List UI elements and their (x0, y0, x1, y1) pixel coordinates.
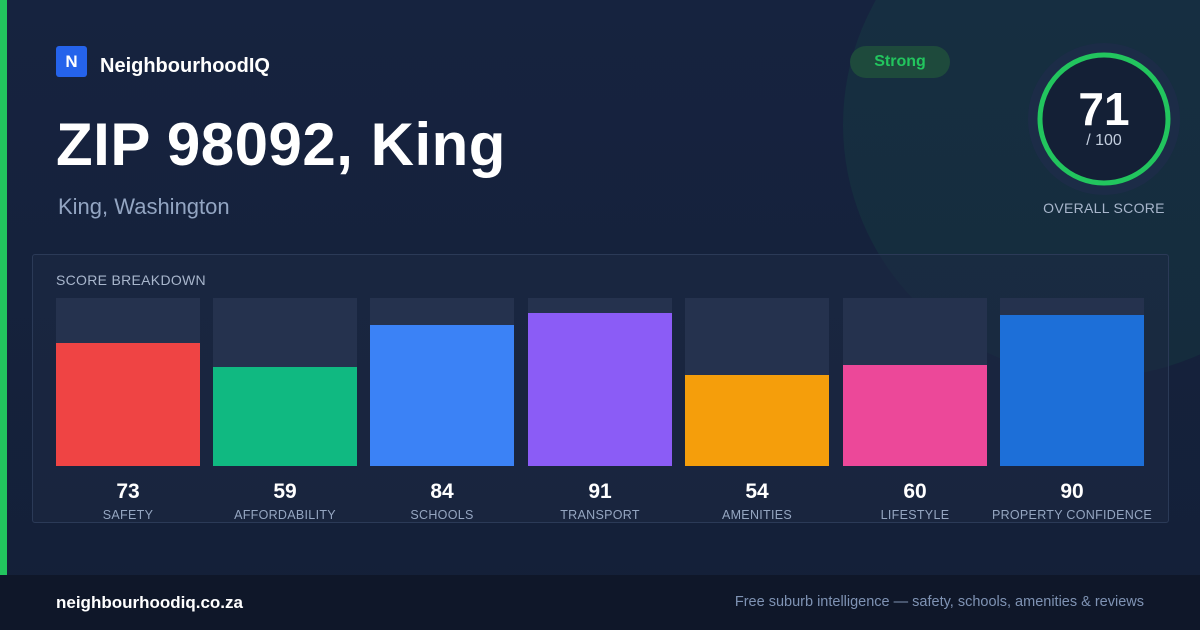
brand-logo-icon: N (56, 46, 87, 77)
bar-fill (56, 343, 200, 466)
bar-track (843, 298, 987, 466)
bar-label: AFFORDABILITY (234, 508, 336, 522)
breakdown-bar-schools: 84 SCHOOLS (370, 298, 514, 522)
overall-score-value: 71 (1078, 83, 1130, 135)
bar-value: 91 (588, 480, 612, 503)
score-breakdown-title: SCORE BREAKDOWN (56, 272, 206, 288)
bar-track (1000, 298, 1144, 466)
overall-score-caption: OVERALL SCORE (1043, 200, 1165, 216)
breakdown-bar-transport: 91 TRANSPORT (528, 298, 672, 522)
bar-fill (528, 313, 672, 466)
brand[interactable]: N NeighbourhoodIQ (56, 46, 270, 77)
bar-value: 73 (116, 480, 140, 503)
bar-value: 60 (903, 480, 927, 503)
bar-label: LIFESTYLE (880, 508, 950, 522)
rating-badge: Strong (850, 46, 950, 78)
breakdown-bar-amenities: 54 AMENITIES (685, 298, 829, 522)
bar-value: 84 (430, 480, 454, 503)
footer: neighbourhoodiq.co.za Free suburb intell… (0, 575, 1200, 630)
score-ring-progress (1037, 52, 1171, 186)
bar-track (528, 298, 672, 466)
bar-track (56, 298, 200, 466)
bar-label: SCHOOLS (410, 508, 474, 522)
footer-tagline: Free suburb intelligence — safety, schoo… (734, 594, 1144, 610)
bar-track (370, 298, 514, 466)
bar-fill (843, 365, 987, 466)
bar-fill (685, 375, 829, 466)
breakdown-bar-lifestyle: 60 LIFESTYLE (843, 298, 987, 522)
bar-label: AMENITIES (721, 508, 793, 522)
bar-label: PROPERTY CONFIDENCE (991, 508, 1153, 522)
bar-value: 59 (273, 480, 297, 503)
page-title: ZIP 98092, King (56, 111, 506, 178)
overall-score-ring (1028, 43, 1180, 195)
location-subtitle: King, Washington (58, 194, 230, 219)
overall-score-max: / 100 (1086, 132, 1122, 149)
bar-value: 54 (745, 480, 769, 503)
breakdown-bar-affordability: 59 AFFORDABILITY (213, 298, 357, 522)
bar-label: SAFETY (102, 508, 154, 522)
bar-track (213, 298, 357, 466)
bar-track (685, 298, 829, 466)
breakdown-bar-property-confidence: 90 PROPERTY CONFIDENCE (992, 298, 1152, 522)
breakdown-bar-safety: 73 SAFETY (56, 298, 200, 522)
bar-fill (370, 325, 514, 466)
bar-label: TRANSPORT (560, 508, 640, 522)
accent-bar (0, 0, 7, 575)
brand-name: NeighbourhoodIQ (100, 55, 270, 77)
bar-fill (1000, 315, 1144, 466)
footer-domain-link[interactable]: neighbourhoodiq.co.za (56, 593, 243, 612)
bar-fill (213, 367, 357, 466)
bar-value: 90 (1060, 480, 1084, 503)
